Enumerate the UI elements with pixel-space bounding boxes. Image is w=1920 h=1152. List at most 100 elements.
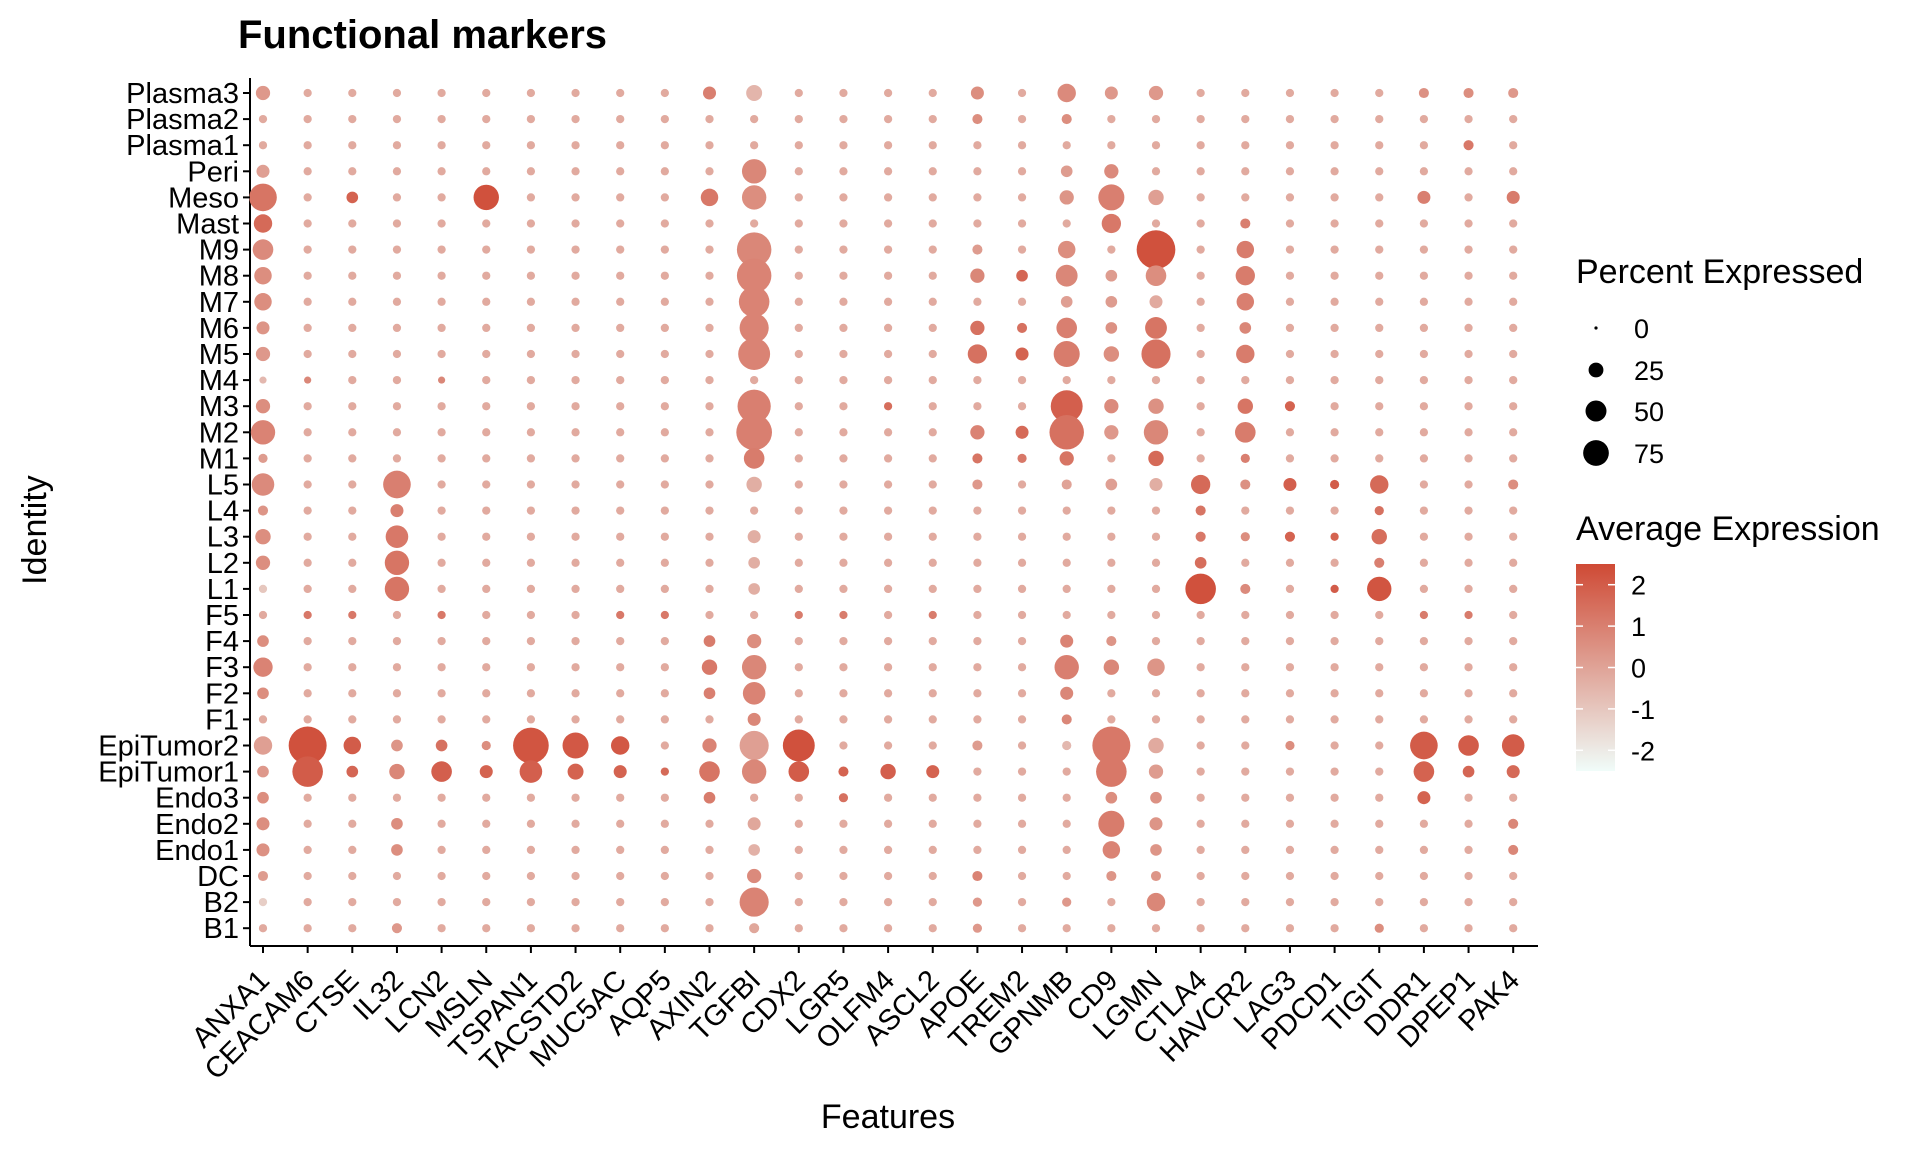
dot xyxy=(348,349,357,359)
dot xyxy=(928,402,937,411)
dot xyxy=(437,323,446,333)
dot xyxy=(794,845,803,855)
dot xyxy=(437,558,446,567)
dot xyxy=(1330,141,1339,150)
dot xyxy=(973,506,982,515)
dot xyxy=(660,871,669,881)
dot xyxy=(660,845,669,855)
dot xyxy=(616,871,625,881)
dot xyxy=(437,349,446,359)
dot xyxy=(1148,764,1164,779)
dot xyxy=(348,428,357,437)
dot xyxy=(1241,793,1250,802)
dot xyxy=(348,636,357,646)
dot xyxy=(973,532,982,541)
dot xyxy=(660,167,669,176)
dot xyxy=(794,219,803,228)
dot xyxy=(1107,114,1116,124)
dot xyxy=(1107,584,1116,594)
dot xyxy=(1464,454,1473,463)
dot xyxy=(1062,845,1071,855)
dot xyxy=(1509,663,1518,672)
dot xyxy=(739,887,769,917)
dot xyxy=(1062,897,1072,907)
dot xyxy=(970,86,984,100)
dot xyxy=(1506,190,1520,204)
dot xyxy=(437,219,446,228)
dot xyxy=(1285,297,1295,306)
dot xyxy=(705,271,714,280)
dot xyxy=(883,532,893,541)
dot xyxy=(741,159,767,184)
dot xyxy=(1241,715,1250,724)
y-tick-label: Plasma1 xyxy=(126,130,239,162)
dot xyxy=(1196,323,1205,333)
dot xyxy=(1501,734,1525,757)
dot xyxy=(1375,636,1384,646)
dot xyxy=(736,258,772,293)
dot xyxy=(616,636,625,646)
dot xyxy=(348,454,357,463)
dot xyxy=(838,793,849,803)
dot xyxy=(928,480,937,489)
dot xyxy=(839,219,848,228)
dot xyxy=(571,323,580,333)
dot xyxy=(1375,793,1384,802)
y-axis: Plasma3Plasma2Plasma1PeriMesoMastM9M8M7M… xyxy=(98,78,250,945)
dot xyxy=(839,114,848,124)
dot xyxy=(348,793,357,802)
dot xyxy=(1284,401,1295,412)
dot xyxy=(839,584,848,594)
dot xyxy=(750,506,759,515)
dot xyxy=(437,532,446,541)
dot xyxy=(392,167,402,176)
dot xyxy=(1509,793,1518,802)
dot xyxy=(1017,793,1027,802)
dot xyxy=(348,402,357,411)
dot xyxy=(794,532,803,541)
dot xyxy=(303,610,312,620)
dot xyxy=(1151,167,1161,176)
dot xyxy=(1285,454,1295,463)
dot xyxy=(1017,88,1027,98)
dot xyxy=(616,193,625,202)
dot xyxy=(571,793,580,802)
dot xyxy=(1241,193,1250,202)
dot xyxy=(482,610,491,620)
dot xyxy=(1509,402,1518,411)
dot xyxy=(303,897,312,907)
dot xyxy=(348,715,357,724)
dot xyxy=(616,349,625,359)
dot xyxy=(1196,819,1205,828)
y-tick-label: M4 xyxy=(199,365,239,397)
dot xyxy=(705,480,714,489)
dot xyxy=(1330,532,1339,541)
dot xyxy=(610,736,630,755)
dot xyxy=(392,271,402,280)
dot xyxy=(928,584,937,594)
dot xyxy=(883,428,893,437)
dot xyxy=(1017,506,1027,515)
dot xyxy=(1371,528,1387,545)
dot xyxy=(1059,190,1074,205)
dot xyxy=(1374,505,1384,516)
dot xyxy=(571,558,580,567)
dot xyxy=(303,193,312,202)
dot xyxy=(616,715,625,724)
dot xyxy=(1464,349,1473,359)
dot xyxy=(705,349,714,359)
dot xyxy=(705,297,714,306)
dot xyxy=(1375,454,1384,463)
dot xyxy=(738,338,771,370)
dot xyxy=(660,114,669,124)
dot xyxy=(973,167,982,176)
dot xyxy=(741,759,767,784)
dot xyxy=(928,323,937,333)
dot xyxy=(1241,610,1250,620)
dot xyxy=(883,193,893,202)
dot xyxy=(737,389,771,423)
dot xyxy=(303,219,312,228)
y-tick-label: M3 xyxy=(199,391,239,423)
dot xyxy=(1509,924,1518,933)
y-tick-label: M2 xyxy=(199,417,239,449)
